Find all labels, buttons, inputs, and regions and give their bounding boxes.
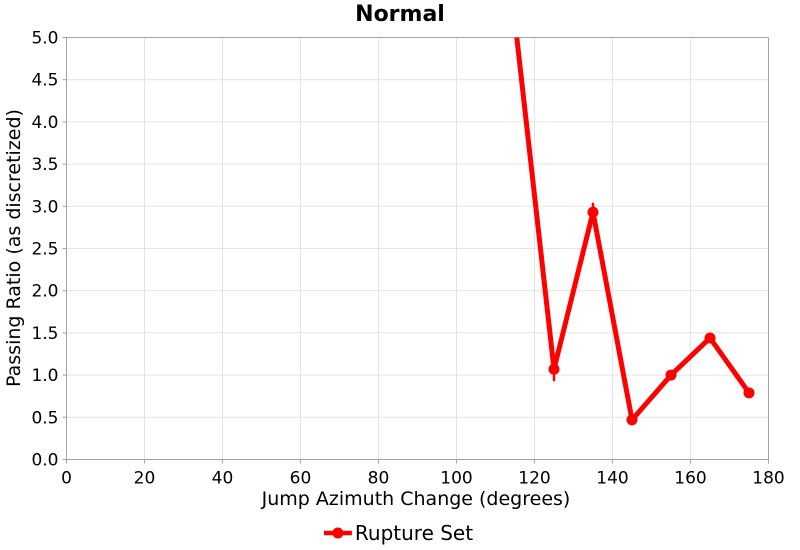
y-tick-label: 5.0 <box>31 29 58 49</box>
legend-label: Rupture Set <box>354 521 474 545</box>
y-tick-label: 2.0 <box>31 282 58 302</box>
x-tick-label: 80 <box>368 469 390 489</box>
y-tick-label: 3.0 <box>31 197 58 217</box>
x-tick-label: 120 <box>518 469 550 489</box>
y-axis-label: Passing Ratio (as discretized) <box>3 109 25 387</box>
series-rupture-set <box>510 16 755 426</box>
series-line <box>514 37 752 423</box>
y-tick-label: 0.0 <box>31 451 58 471</box>
data-point <box>665 369 677 381</box>
x-tick-label: 60 <box>290 469 312 489</box>
axis-ticks <box>62 37 769 464</box>
data-point <box>587 206 599 218</box>
x-tick-label: 40 <box>212 469 234 489</box>
y-tick-label: 3.5 <box>31 155 58 175</box>
y-tick-label: 0.5 <box>31 408 58 428</box>
data-point-markers <box>510 16 755 426</box>
x-tick-label: 180 <box>752 469 784 489</box>
y-tick-label: 1.0 <box>31 366 58 386</box>
data-point <box>743 387 755 399</box>
x-tick-label: 20 <box>134 469 156 489</box>
x-tick-label: 140 <box>596 469 628 489</box>
legend-series-icon <box>323 527 352 539</box>
x-tick-label: 160 <box>674 469 706 489</box>
y-tick-label: 1.5 <box>31 324 58 344</box>
data-point <box>548 363 560 375</box>
x-tick-label: 100 <box>440 469 472 489</box>
gridlines <box>66 37 769 460</box>
y-tick-label: 4.5 <box>31 71 58 91</box>
data-point <box>510 16 521 27</box>
y-tick-label: 4.0 <box>31 113 58 133</box>
x-tick-label: 0 <box>61 469 72 489</box>
tick-labels: 0 20 40 60 80 100 120 140 160 180 0.0 0.5 1.0 1.5 2.0 2… <box>31 29 784 489</box>
y-tick-label: 2.5 <box>31 240 58 260</box>
legend-marker-dot <box>332 527 344 539</box>
data-point <box>704 332 716 344</box>
chart-title: Normal <box>355 2 445 27</box>
legend: Rupture Set <box>323 521 473 545</box>
x-axis-label: Jump Azimuth Change (degrees) <box>261 488 571 510</box>
data-point <box>626 414 638 426</box>
